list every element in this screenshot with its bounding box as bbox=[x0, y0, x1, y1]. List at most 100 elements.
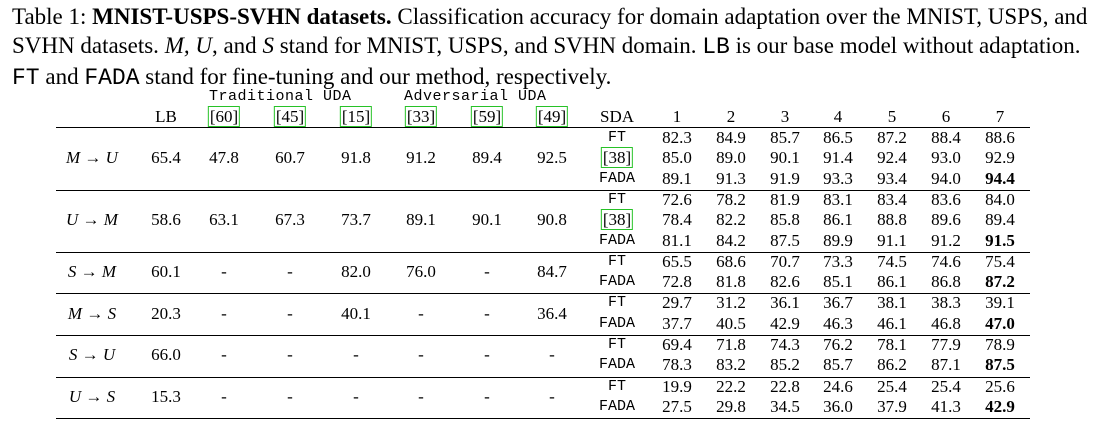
row-separator bbox=[56, 335, 1030, 336]
header-shot: 4 bbox=[833, 107, 843, 126]
caption-lb: LB bbox=[702, 34, 730, 60]
sda-method: FT bbox=[607, 129, 627, 146]
shot-value: 69.4 bbox=[662, 335, 692, 354]
shot-value: 85.2 bbox=[770, 355, 800, 375]
shot-value: 86.1 bbox=[877, 272, 907, 292]
shot-value: 83.2 bbox=[716, 355, 746, 375]
shot-value: 84.9 bbox=[716, 128, 746, 147]
shot-value: 36.7 bbox=[823, 293, 853, 313]
shot-value: 78.2 bbox=[716, 189, 746, 209]
shot-value: 93.4 bbox=[877, 168, 907, 188]
uda-value: - bbox=[221, 262, 227, 282]
uda-value: - bbox=[418, 303, 424, 323]
shot-value: 25.6 bbox=[985, 376, 1015, 396]
caption-ft: FT bbox=[12, 65, 40, 91]
shot-value: 40.5 bbox=[716, 313, 746, 333]
uda-value: 91.8 bbox=[341, 148, 371, 168]
row-separator bbox=[56, 252, 1030, 253]
shot-value: 85.0 bbox=[662, 148, 692, 168]
header-shot: 7 bbox=[995, 107, 1005, 126]
caption-label: Table 1: bbox=[12, 4, 87, 29]
sda-method: FT bbox=[607, 336, 627, 353]
shot-value: 89.4 bbox=[985, 210, 1015, 230]
citation-link[interactable]: [45] bbox=[273, 106, 307, 127]
lb-value: 66.0 bbox=[151, 345, 181, 365]
shot-value: 74.3 bbox=[770, 335, 800, 354]
uda-value: 91.2 bbox=[406, 148, 436, 168]
shot-value: 72.6 bbox=[662, 189, 692, 209]
shot-value: 36.0 bbox=[823, 396, 853, 416]
shot-value: 24.6 bbox=[823, 376, 853, 396]
shot-value: 37.9 bbox=[877, 396, 907, 416]
shot-value: 89.1 bbox=[662, 168, 692, 188]
lb-value: 15.3 bbox=[151, 386, 181, 406]
citation-link[interactable]: [33] bbox=[404, 106, 438, 127]
header-citation: [15] bbox=[339, 106, 373, 127]
uda-value: 89.4 bbox=[472, 148, 502, 168]
shot-value: 83.4 bbox=[877, 189, 907, 209]
header-lb: LB bbox=[155, 107, 177, 126]
uda-value: 60.7 bbox=[275, 148, 305, 168]
citation-link[interactable]: [60] bbox=[207, 106, 241, 127]
shot-value: 81.1 bbox=[662, 230, 692, 250]
uda-value: 73.7 bbox=[341, 210, 371, 230]
lb-value: 60.1 bbox=[151, 262, 181, 282]
shot-value: 78.9 bbox=[985, 335, 1015, 354]
citation-link[interactable]: [49] bbox=[535, 106, 569, 127]
uda-value: 36.4 bbox=[537, 303, 567, 323]
uda-value: 84.7 bbox=[537, 262, 567, 282]
shot-value: 94.0 bbox=[931, 168, 961, 188]
shot-value: 46.3 bbox=[823, 313, 853, 333]
citation-link[interactable]: [15] bbox=[339, 106, 373, 127]
uda-value: - bbox=[221, 303, 227, 323]
citation-link[interactable]: [59] bbox=[470, 106, 504, 127]
task-label: U → M bbox=[66, 210, 118, 230]
shot-value: 42.9 bbox=[985, 396, 1015, 416]
caption-text-3: stand for MNIST, USPS, and SVHN domain. bbox=[273, 33, 703, 58]
header-sda: SDA bbox=[599, 107, 635, 126]
shot-value: 87.1 bbox=[931, 355, 961, 375]
row-separator bbox=[56, 190, 1030, 191]
shot-value: 94.4 bbox=[985, 168, 1015, 188]
group-header-adversarial-uda: Adversarial UDA bbox=[404, 88, 547, 105]
uda-value: - bbox=[484, 345, 490, 365]
sda-method: FT bbox=[607, 190, 627, 208]
uda-value: 63.1 bbox=[209, 210, 239, 230]
uda-value: - bbox=[549, 345, 555, 365]
shot-value: 82.2 bbox=[716, 210, 746, 230]
shot-value: 86.5 bbox=[823, 128, 853, 147]
citation-link[interactable]: [38] bbox=[600, 147, 634, 169]
bottom-rule bbox=[56, 418, 1030, 419]
uda-value: - bbox=[353, 345, 359, 365]
shot-value: 74.6 bbox=[931, 251, 961, 271]
shot-value: 76.2 bbox=[823, 335, 853, 354]
shot-value: 46.1 bbox=[877, 313, 907, 333]
shot-value: 85.7 bbox=[823, 355, 853, 375]
shot-value: 78.1 bbox=[877, 335, 907, 354]
uda-value: 90.8 bbox=[537, 210, 567, 230]
shot-value: 46.8 bbox=[931, 313, 961, 333]
shot-value: 25.4 bbox=[931, 376, 961, 396]
task-label: S → M bbox=[67, 262, 117, 282]
shot-value: 83.1 bbox=[823, 189, 853, 209]
caption-text-5: and bbox=[39, 64, 85, 89]
shot-value: 37.7 bbox=[662, 313, 692, 333]
shot-value: 86.1 bbox=[823, 210, 853, 230]
row-separator bbox=[56, 377, 1030, 378]
shot-value: 86.2 bbox=[877, 355, 907, 375]
uda-value: - bbox=[287, 303, 293, 323]
shot-value: 22.2 bbox=[716, 376, 746, 396]
uda-value: - bbox=[287, 262, 293, 282]
lb-value: 65.4 bbox=[151, 148, 181, 168]
caption-symbols: M, U bbox=[164, 33, 212, 58]
uda-value: - bbox=[287, 386, 293, 406]
shot-value: 87.5 bbox=[770, 230, 800, 250]
uda-value: 82.0 bbox=[341, 262, 371, 282]
sda-method: FT bbox=[607, 377, 627, 395]
caption-text-4: is our base model without adaptation. bbox=[729, 33, 1081, 58]
citation-link[interactable]: [38] bbox=[600, 209, 634, 231]
uda-value: - bbox=[418, 386, 424, 406]
shot-value: 68.6 bbox=[716, 251, 746, 271]
uda-value: 89.1 bbox=[406, 210, 436, 230]
sda-method: FADA bbox=[598, 169, 636, 187]
